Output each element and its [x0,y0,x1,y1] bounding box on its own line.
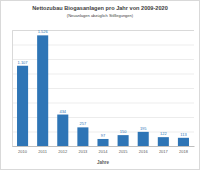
bar [158,137,169,146]
title: Nettozubau Biogasanlagen pro Jahr von 20… [32,5,168,11]
bar [138,132,149,146]
data-label: 1.107 [18,60,29,65]
x-tick: 2018 [179,146,189,154]
x-tick-label: 2013 [78,149,88,154]
x-tick-label: 2018 [179,149,189,154]
x-tick-label: 2011 [38,149,47,154]
x-tick: 2010 [18,146,28,154]
x-axis-title: Jahre [97,160,110,165]
x-tick-label: 2014 [99,149,109,154]
bar [57,115,68,146]
data-label: 257 [80,121,87,126]
y-tick [12,146,194,147]
x-tick: 2011 [38,146,47,154]
x-tick: 2017 [159,146,169,154]
data-label: 1.526 [38,29,49,34]
x-tick-label: 2012 [58,149,68,154]
bar [118,135,129,146]
x-tick: 2015 [119,146,129,154]
x-tick-label: 2010 [18,149,28,154]
x-tick-label: 2016 [139,149,149,154]
data-label: 195 [140,126,147,131]
bar [77,127,88,146]
x-tick-label: 2017 [159,149,169,154]
x-tick: 2014 [99,146,109,154]
x-axis-line [13,146,195,147]
chart: Nettozubau Biogasanlagen pro Jahr von 20… [0,0,200,170]
data-label: 97 [101,133,106,138]
y-axis [12,31,194,147]
bar [17,66,28,146]
data-label: 122 [160,131,167,136]
bar [178,138,189,146]
bar [97,139,108,146]
bars [17,35,189,146]
data-labels: 1.107 1.526 434 257 97 150 195 122 113 [18,29,188,138]
data-label: 150 [120,129,127,134]
chart-frame [1,1,200,170]
data-label: 113 [180,132,187,137]
plot: 2010 2011 2012 2013 2014 2015 2016 2017 2018 1.10… [12,29,195,153]
y-axis-line [13,31,195,147]
x-tick-label: 2015 [119,149,129,154]
subtitle: (Neuanlagen abzüglich Stilllegungen) [67,13,134,18]
x-tick: 2012 [58,146,68,154]
bar [37,35,48,146]
x-tick: 2013 [78,146,88,154]
grid-line [12,146,194,147]
data-label: 434 [59,109,66,114]
x-tick: 2016 [139,146,149,154]
x-axis: 2010 2011 2012 2013 2014 2015 2016 2017 2018 [13,146,195,154]
